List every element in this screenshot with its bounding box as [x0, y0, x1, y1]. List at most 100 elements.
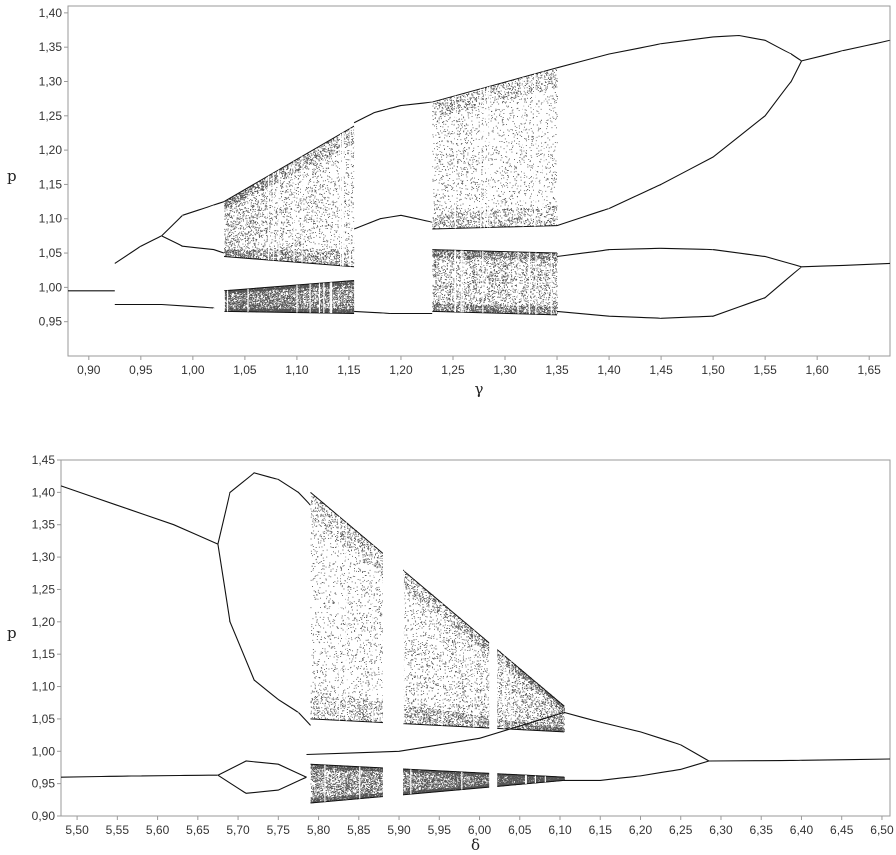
branch-curve	[217, 774, 308, 794]
y-tick-label: 1,30	[39, 74, 63, 88]
branch-curve	[306, 711, 565, 756]
y-axis-label: p	[7, 167, 17, 185]
y-tick-label: 1,40	[39, 6, 63, 20]
x-tick-label: 1,55	[753, 363, 777, 377]
bottom-panel: 5,50 5,55 5,60 5,65 5,70 5,75 5,80 5,85 5,90 5,95…	[7, 453, 894, 854]
x-tick-label: 5,85	[347, 823, 371, 837]
branch-curve	[354, 310, 433, 315]
x-tick-label: 1,60	[805, 363, 829, 377]
x-tick-label: 1,65	[858, 363, 882, 377]
y-tick-label: 1,00	[32, 744, 56, 758]
x-tick-label: 5,75	[267, 823, 291, 837]
y-tick-label: 1,10	[32, 680, 56, 694]
x-tick-label: 5,70	[226, 823, 250, 837]
band-lower-edge	[310, 718, 565, 733]
x-tick-label: 6,45	[830, 823, 854, 837]
y-tick-label: 1,20	[32, 615, 56, 629]
branch-curve	[353, 214, 433, 230]
branch-curve	[556, 247, 802, 268]
chaos-points	[224, 127, 355, 267]
plot-frame	[60, 459, 891, 817]
x-tick-label: 5,50	[65, 823, 89, 837]
x-tick-label: 1,10	[285, 363, 309, 377]
chaos-points	[310, 763, 565, 804]
y-tick-label: 1,30	[32, 550, 56, 564]
band-upper-edge	[432, 67, 558, 103]
branch-curve	[556, 60, 803, 227]
x-tick-label: 5,95	[428, 823, 452, 837]
y-tick-label: 1,20	[39, 143, 63, 157]
y-tick-label: 1,35	[32, 518, 56, 532]
y-tick-label: 1,35	[39, 40, 63, 54]
branch-curve	[114, 235, 163, 264]
x-axis-label: γ	[475, 380, 484, 398]
periodic-window	[382, 461, 404, 815]
y-tick-label: 0,95	[32, 777, 56, 791]
branch-curve	[564, 760, 710, 781]
chaos-points	[432, 249, 558, 315]
chaotic-band	[223, 280, 355, 314]
x-tick-label: 6,05	[508, 823, 532, 837]
x-tick-label: 6,15	[589, 823, 613, 837]
x-tick-label: 1,00	[181, 363, 205, 377]
x-tick-label: 1,05	[233, 363, 257, 377]
chaotic-band	[432, 249, 558, 316]
branch-curve	[563, 711, 710, 762]
x-tick-label: 6,35	[750, 823, 774, 837]
x-tick-label: 6,40	[790, 823, 814, 837]
x-tick-label: 6,00	[468, 823, 492, 837]
band-lower-edge	[224, 255, 355, 268]
branch-curve	[353, 101, 433, 124]
y-tick-label: 1,45	[32, 453, 56, 467]
branch-curve	[60, 485, 219, 545]
band-lower-edge	[310, 779, 565, 804]
x-tick-label: 1,15	[337, 363, 361, 377]
x-tick-label: 6,50	[870, 823, 894, 837]
chaotic-band	[223, 125, 355, 268]
x-tick-label: 1,45	[649, 363, 673, 377]
x-tick-label: 5,60	[146, 823, 170, 837]
plot-frame	[67, 5, 891, 357]
y-axis-label: p	[7, 624, 17, 642]
branch-curve	[801, 39, 891, 62]
y-tick-label: 0,90	[32, 809, 56, 823]
x-axis-label: δ	[471, 836, 480, 854]
band-upper-edge	[310, 491, 565, 707]
branch-curve	[556, 34, 803, 69]
periodic-window	[354, 7, 433, 355]
branch-curve	[217, 472, 312, 545]
x-tick-label: 6,30	[709, 823, 733, 837]
y-tick-label: 1,40	[32, 485, 56, 499]
x-tick-label: 5,55	[106, 823, 130, 837]
branch-curve	[114, 303, 215, 309]
x-tick-label: 0,95	[129, 363, 153, 377]
band-upper-edge	[224, 280, 355, 292]
chaos-points	[432, 69, 558, 230]
band-lower-edge	[224, 310, 355, 314]
x-tick-label: 1,50	[701, 363, 725, 377]
x-tick-label: 5,90	[387, 823, 411, 837]
y-tick-label: 1,05	[39, 246, 63, 260]
x-tick-label: 6,25	[669, 823, 693, 837]
chaos-points	[310, 492, 565, 733]
band-lower-edge	[432, 225, 558, 230]
branch-curve	[161, 235, 225, 254]
branch-curve	[161, 201, 225, 237]
x-tick-label: 1,20	[389, 363, 413, 377]
y-tick-label: 1,25	[32, 582, 56, 596]
y-tick-label: 1,10	[39, 212, 63, 226]
branch-curve	[217, 544, 312, 726]
periodic-window	[489, 461, 498, 815]
x-tick-label: 6,20	[629, 823, 653, 837]
y-tick-label: 1,15	[32, 647, 56, 661]
branch-curve	[708, 758, 891, 762]
chaotic-band	[432, 67, 558, 230]
band-upper-edge	[223, 125, 355, 203]
x-tick-label: 1,30	[493, 363, 517, 377]
x-tick-label: 0,90	[77, 363, 101, 377]
branch-curve	[801, 262, 891, 268]
x-tick-label: 6,10	[548, 823, 572, 837]
band-upper-edge	[310, 763, 565, 778]
y-tick-label: 1,15	[39, 177, 63, 191]
